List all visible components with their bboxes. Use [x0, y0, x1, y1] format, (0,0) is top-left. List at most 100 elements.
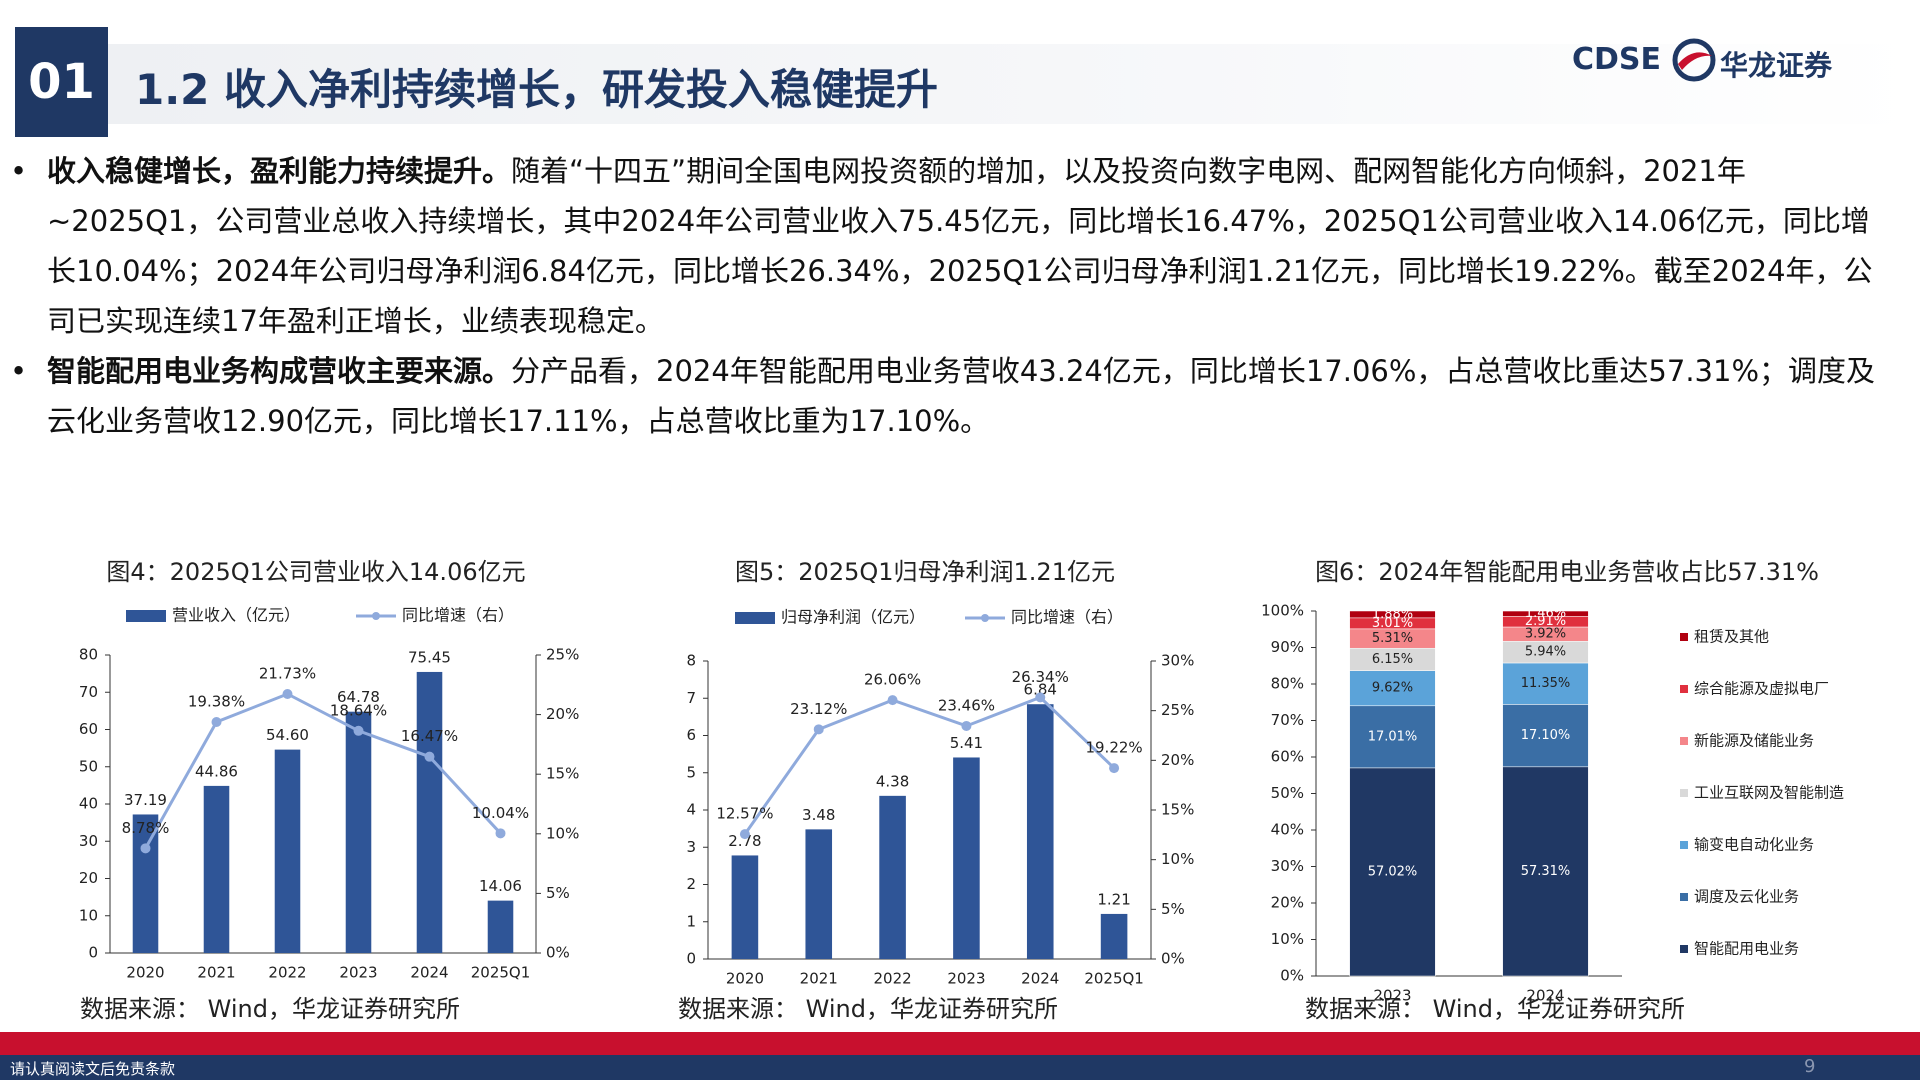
chart-title: 图5：2025Q1归母净利润1.21亿元 — [735, 558, 1115, 586]
y-tick-label: 0% — [1280, 967, 1304, 985]
line-value-label: 12.57% — [716, 805, 773, 823]
legend-swatch — [1680, 737, 1688, 745]
y-tick-label: 0 — [686, 950, 696, 968]
y-tick-label: 50% — [1271, 784, 1304, 802]
x-tick-label: 2023 — [1373, 987, 1411, 1005]
bar-value-label: 14.06 — [479, 877, 522, 895]
line-point — [1035, 692, 1046, 703]
bar-segment — [1502, 704, 1589, 768]
line-point — [353, 725, 364, 736]
y2-tick-label: 25% — [546, 646, 579, 664]
page-number: 9 — [1804, 1056, 1816, 1077]
bar — [132, 814, 159, 953]
bar — [805, 829, 833, 959]
y-tick-label: 70 — [79, 683, 98, 701]
line-point — [424, 751, 435, 762]
slide-title: 1.2 收入净利持续增长，研发投入稳健提升 — [135, 65, 939, 114]
line-value-label: 23.12% — [790, 700, 847, 718]
legend-swatch — [1680, 789, 1688, 797]
legend-label: 租赁及其他 — [1694, 628, 1769, 646]
bullet: 智能配用电业务构成营收主要来源。分产品看，2024年智能配用电业务营收43.24… — [10, 346, 1890, 446]
legend-label: 调度及云化业务 — [1694, 888, 1799, 906]
line-value-label: 19.22% — [1085, 739, 1142, 757]
line-point — [282, 688, 293, 699]
bullet-text: 随着“十四五”期间全国电网投资额的增加，以及投资向数字电网、配网智能化方向倾斜，… — [47, 154, 1873, 338]
disclaimer: 请认真阅读文后免责条款 — [10, 1060, 176, 1078]
y2-tick-label: 0% — [546, 944, 570, 962]
segment-value-label: 6.15% — [1372, 652, 1413, 667]
line-value-label: 19.38% — [188, 692, 245, 710]
segment-value-label: 1.88% — [1372, 607, 1413, 622]
segment-value-label: 3.01% — [1372, 616, 1413, 631]
legend-label: 归母净利润（亿元） — [781, 608, 925, 627]
x-tick-label: 2021 — [197, 964, 235, 982]
y-tick-label: 60% — [1271, 748, 1304, 766]
y-tick-label: 10% — [1271, 930, 1304, 948]
y-tick-label: 4 — [686, 801, 696, 819]
y2-tick-label: 20% — [546, 705, 579, 723]
y-tick-label: 20 — [79, 869, 98, 887]
legend-label: 输变电自动化业务 — [1694, 836, 1814, 854]
bar — [953, 757, 980, 959]
y-tick-label: 70% — [1271, 711, 1304, 729]
legend-label: 综合能源及虚拟电厂 — [1694, 680, 1829, 698]
bar — [879, 795, 906, 959]
bar — [203, 785, 230, 953]
bar-segment — [1502, 610, 1589, 617]
line-value-label: 10.04% — [472, 804, 529, 822]
segment-value-label: 17.10% — [1521, 728, 1571, 743]
x-tick-label: 2023 — [947, 970, 985, 988]
y2-tick-label: 0% — [1161, 950, 1185, 968]
y2-tick-label: 20% — [1161, 751, 1194, 769]
x-tick-label: 2024 — [1021, 970, 1059, 988]
bar-value-label: 3.48 — [802, 806, 835, 824]
x-tick-label: 2020 — [126, 964, 164, 982]
y-tick-label: 10 — [79, 906, 98, 924]
line-point — [887, 695, 898, 706]
y-tick-label: 5 — [686, 763, 696, 781]
x-tick-label: 2022 — [873, 970, 911, 988]
chart-source: 数据来源： Wind，华龙证券研究所 — [678, 995, 1058, 1023]
line-value-label: 23.46% — [938, 696, 995, 714]
y-tick-label: 30% — [1271, 857, 1304, 875]
line-point — [813, 724, 824, 735]
legend-swatch — [735, 612, 775, 624]
legend-label: 营业收入（亿元） — [172, 606, 300, 625]
section-number: 01 — [15, 27, 108, 137]
legend-label: 同比增速（右） — [1011, 608, 1123, 627]
bar-value-label: 6.84 — [1024, 681, 1057, 699]
bar-value-label: 5.41 — [950, 734, 983, 752]
bullet-lead: 收入稳健增长，盈利能力持续提升。 — [47, 154, 512, 188]
bar-value-label: 4.38 — [876, 772, 909, 790]
bar — [1026, 704, 1054, 959]
y2-tick-label: 10% — [546, 824, 579, 842]
legend-swatch — [1680, 841, 1688, 849]
chart-title: 图6：2024年智能配用电业务营收占比57.31% — [1315, 558, 1819, 586]
legend-label: 新能源及储能业务 — [1694, 732, 1814, 750]
bar-value-label: 37.19 — [124, 791, 167, 809]
y-tick-label: 40% — [1271, 821, 1304, 839]
bar-value-label: 44.86 — [195, 762, 238, 780]
line — [144, 692, 502, 850]
bar-segment — [1502, 662, 1589, 705]
legend-swatch — [372, 612, 380, 620]
x-tick-label: 2024 — [410, 964, 448, 982]
y-tick-label: 2 — [686, 875, 696, 893]
bar-segment — [1349, 610, 1436, 619]
bar-segment — [1502, 766, 1589, 977]
bar-value-label: 75.45 — [408, 648, 451, 666]
x-tick-label: 2020 — [726, 970, 764, 988]
bar — [731, 855, 759, 959]
segment-value-label: 17.01% — [1368, 729, 1418, 744]
bar-segment — [1349, 705, 1436, 769]
bullet-lead: 智能配用电业务构成营收主要来源。 — [47, 354, 512, 388]
x-tick-label: 2023 — [339, 964, 377, 982]
x-tick-label: 2022 — [268, 964, 306, 982]
y-tick-label: 6 — [686, 726, 696, 744]
logo-mark — [1672, 38, 1716, 82]
line-point — [1109, 763, 1120, 774]
legend-swatch — [1680, 945, 1688, 953]
line-value-label: 16.47% — [401, 727, 458, 745]
y-tick-label: 30 — [79, 832, 98, 850]
